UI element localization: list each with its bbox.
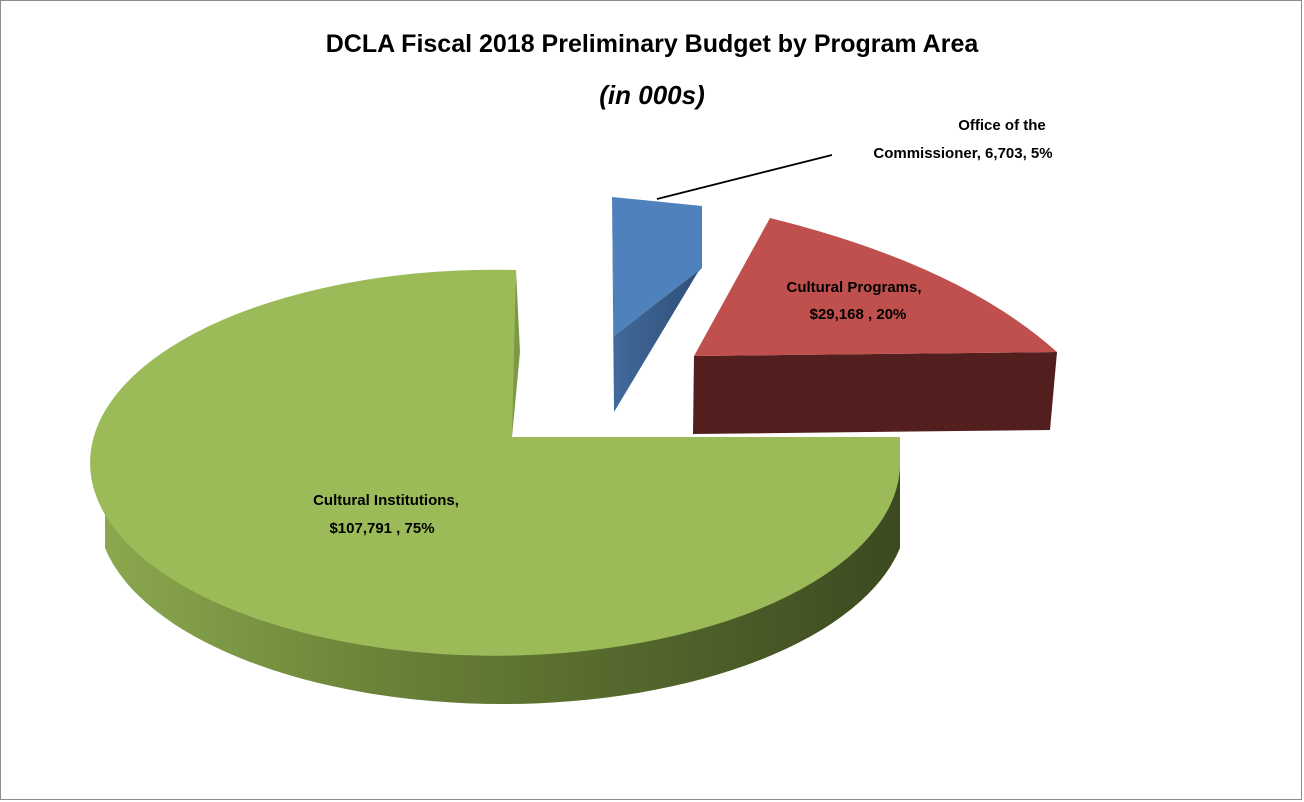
slice-office-of-the-commissioner-top	[612, 197, 702, 336]
data-label-cultural-programs-line1: Cultural Programs,	[786, 279, 921, 296]
chart-subtitle: (in 000s)	[599, 80, 705, 110]
data-label-office-line1: Office of the	[958, 117, 1046, 134]
slice-office-of-the-commissioner-side	[614, 268, 702, 412]
slice-cultural-programs-side	[693, 352, 1057, 434]
slice-cultural-programs-top	[694, 218, 1057, 356]
chart-title: DCLA Fiscal 2018 Preliminary Budget by P…	[325, 30, 979, 58]
data-label-office-line2: Commissioner, 6,703, 5%	[873, 145, 1052, 162]
slice-cultural-institutions-top	[90, 269, 901, 656]
data-label-cultural-institutions-line2: $107,791 , 75%	[329, 520, 434, 537]
data-label-cultural-institutions-line1: Cultural Institutions,	[313, 492, 459, 509]
data-label-cultural-programs-line2: $29,168 , 20%	[810, 306, 907, 323]
slice-cultural-institutions-side	[105, 467, 900, 705]
leader-line-office	[656, 154, 833, 200]
slice-cultural-institutions[interactable]	[90, 269, 901, 705]
slice-cultural-programs[interactable]	[693, 218, 1057, 434]
slice-office-of-the-commissioner[interactable]	[612, 197, 702, 412]
